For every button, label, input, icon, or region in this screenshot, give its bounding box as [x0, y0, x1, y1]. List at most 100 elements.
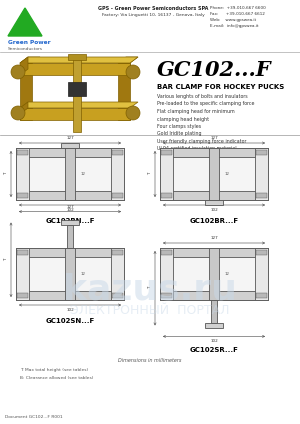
Bar — [20, 108, 130, 120]
Text: Gold Iridite plating: Gold Iridite plating — [157, 131, 202, 137]
Text: clamping head height: clamping head height — [157, 117, 209, 122]
Text: Semiconductors: Semiconductors — [8, 47, 43, 51]
Bar — [161, 150, 172, 156]
Bar — [16, 148, 124, 200]
Bar — [20, 63, 130, 75]
Bar — [256, 250, 267, 256]
Text: Various lenghts of bolts and insulators: Various lenghts of bolts and insulators — [157, 94, 248, 99]
Text: Four clamps styles: Four clamps styles — [157, 124, 201, 129]
Text: GPS - Green Power Semiconductors SPA: GPS - Green Power Semiconductors SPA — [98, 6, 208, 11]
Text: 12: 12 — [225, 272, 230, 276]
Text: UL94 certified insulation material: UL94 certified insulation material — [157, 147, 237, 151]
Bar — [255, 248, 268, 300]
Bar — [160, 148, 173, 200]
Bar — [112, 150, 123, 156]
Bar — [73, 56, 81, 132]
Text: 127: 127 — [210, 136, 218, 140]
Bar — [111, 248, 124, 300]
Circle shape — [11, 65, 25, 79]
Bar — [161, 293, 172, 298]
Bar — [118, 63, 130, 120]
Text: T: T — [4, 173, 8, 175]
Bar — [68, 54, 86, 60]
Bar — [206, 324, 223, 328]
Bar — [208, 248, 219, 300]
Text: T: Max total height (see tables): T: Max total height (see tables) — [20, 368, 88, 372]
Bar — [61, 143, 79, 148]
Bar — [16, 248, 29, 300]
Bar — [17, 192, 28, 198]
Bar — [68, 82, 86, 96]
Bar — [160, 191, 268, 200]
Text: B: Clearance allowed (see tables): B: Clearance allowed (see tables) — [20, 376, 93, 380]
Bar — [161, 250, 172, 256]
Bar — [64, 248, 75, 300]
Bar — [17, 250, 28, 256]
Bar — [16, 148, 124, 157]
Bar — [161, 192, 172, 198]
Text: 12: 12 — [225, 172, 230, 176]
Text: Dimensions in millimeters: Dimensions in millimeters — [118, 358, 182, 363]
Circle shape — [126, 65, 140, 79]
Bar — [20, 63, 32, 120]
Text: 127: 127 — [66, 136, 74, 140]
Text: T: T — [148, 173, 152, 175]
Bar — [16, 248, 124, 300]
Bar — [256, 150, 267, 156]
Bar — [255, 148, 268, 200]
Bar — [64, 148, 75, 200]
Text: Phone:  +39-010-667 6600: Phone: +39-010-667 6600 — [210, 6, 266, 10]
Bar — [208, 148, 219, 200]
Text: GC102BR...F: GC102BR...F — [189, 218, 239, 224]
Text: ЭЛЕКТРОННЫЙ  ПОРТАЛ: ЭЛЕКТРОННЫЙ ПОРТАЛ — [70, 304, 230, 316]
Polygon shape — [20, 102, 28, 114]
Text: 127: 127 — [210, 236, 218, 240]
Text: User friendly clamping force indicator: User friendly clamping force indicator — [157, 139, 246, 144]
Text: Flat clamping head for minimum: Flat clamping head for minimum — [157, 109, 235, 114]
Bar — [112, 250, 123, 256]
Polygon shape — [20, 102, 138, 108]
Bar — [16, 148, 29, 200]
Bar — [16, 248, 124, 257]
Polygon shape — [8, 8, 42, 36]
Bar — [206, 200, 223, 205]
Text: 102: 102 — [66, 308, 74, 312]
Text: 102: 102 — [210, 339, 218, 343]
Text: Green Power: Green Power — [8, 40, 51, 45]
Text: 12: 12 — [81, 272, 86, 276]
Bar — [112, 293, 123, 298]
Bar — [160, 290, 268, 300]
Text: T: T — [148, 287, 152, 290]
Text: E-mail:  info@gpswea.it: E-mail: info@gpswea.it — [210, 24, 259, 28]
Bar — [112, 192, 123, 198]
Bar — [61, 220, 79, 225]
Bar — [67, 225, 73, 248]
Text: T: T — [4, 259, 8, 261]
Text: Document GC102...F R001: Document GC102...F R001 — [5, 415, 63, 419]
Bar — [160, 148, 268, 157]
Circle shape — [126, 106, 140, 120]
Text: BAR CLAMP FOR HOCKEY PUCKS: BAR CLAMP FOR HOCKEY PUCKS — [157, 84, 284, 90]
Text: kazus.ru: kazus.ru — [63, 273, 237, 307]
Bar — [256, 293, 267, 298]
Polygon shape — [20, 57, 138, 63]
Text: Web:    www.gpswea.it: Web: www.gpswea.it — [210, 18, 256, 22]
Text: GC102SR...F: GC102SR...F — [190, 347, 238, 353]
Polygon shape — [20, 57, 40, 63]
Bar — [111, 148, 124, 200]
Bar — [256, 192, 267, 198]
Bar — [211, 300, 217, 324]
Text: GC102SN...F: GC102SN...F — [45, 318, 94, 324]
Bar — [160, 248, 173, 300]
Bar — [17, 150, 28, 156]
Text: Fax:      +39-010-667 6612: Fax: +39-010-667 6612 — [210, 12, 265, 16]
Text: 102: 102 — [66, 208, 74, 212]
Bar — [160, 248, 268, 257]
Bar — [160, 148, 268, 200]
Circle shape — [11, 106, 25, 120]
Text: 12: 12 — [81, 172, 86, 176]
Text: 102: 102 — [210, 208, 218, 212]
Text: Factory: Via Linguetti 10, 16137 - Genova, Italy: Factory: Via Linguetti 10, 16137 - Genov… — [102, 13, 204, 17]
Polygon shape — [118, 57, 138, 63]
Bar — [16, 290, 124, 300]
